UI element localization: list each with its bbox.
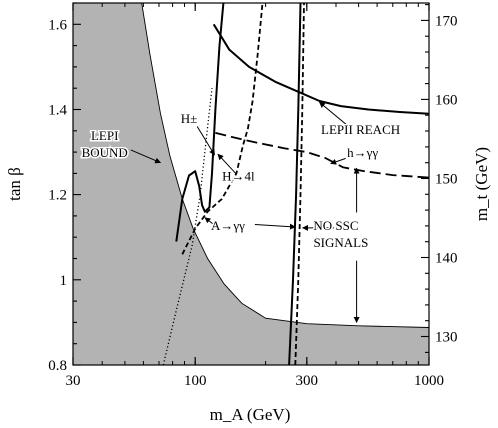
series-line-7 [294,3,305,365]
series-line-4 [215,132,429,179]
y2-axis-title: m_t (GeV) [472,147,491,221]
annotation-arrow-5 [254,223,296,230]
annotation-arrow-7 [319,101,351,129]
x-tick-label-2: 100 [184,373,207,389]
y2-tick-label-1: 130 [435,330,458,346]
annotation-label-6: LEPII REACH [321,122,400,137]
series-layer [162,3,429,365]
annotation-arrow-1 [130,149,162,164]
annotation-label-7: h→γγ [347,145,378,160]
y2-tick-label-5: 170 [435,13,458,29]
y-tick-label-4: 1.4 [48,102,67,118]
annotation-label-9: SIGNALS [313,235,368,250]
excluded-region-boundary [141,3,429,328]
series-line-5 [212,23,429,115]
y2-tick-label-3: 150 [435,171,458,187]
y-tick-label-1: 0.8 [48,358,67,374]
series-line-6 [288,3,302,365]
annotation-label-4: H→4l [222,169,255,184]
y-tick-label-2: 1 [60,273,68,289]
arrow-layer [130,101,360,323]
annotation-label-8: NO SSC [313,218,358,233]
axis-layer: 30 100 300 1000 0.8 1 1.2 1.4 1.6 130 140 150 160 170 [48,2,458,389]
annotation-arrow-3 [217,153,237,175]
series-line-1 [162,88,213,365]
x-tick-label-3: 300 [296,373,319,389]
excluded-region-layer [73,3,429,365]
annotation-label-3: H± [181,111,198,126]
y2-tick-label-2: 140 [435,251,458,267]
y-tick-label-3: 1.2 [48,188,67,204]
annotation-arrow-4 [204,217,215,225]
x-tick-label-4: 1000 [414,373,444,389]
annotation-label-5: A→γγ [211,218,245,233]
x-tick-label-1: 30 [66,373,81,389]
annotation-arrow-2 [196,126,216,156]
plot-frame [72,2,430,366]
annotation-layer: LEPI BOUND H± H→4l A→γγ LEPII REACH h→γγ NO SSC… [80,110,402,252]
annotation-arrow-8 [330,157,346,165]
excluded-region-fill [73,3,429,365]
annotation-label-2: BOUND [82,145,128,160]
y-axis-title: tan β [5,167,24,201]
annotation-label-1: LEPI [91,128,118,143]
y2-tick-label-4: 160 [435,92,458,108]
series-line-2 [175,3,225,242]
series-line-3 [181,3,264,255]
x-axis-title: m_A (GeV) [210,405,291,424]
y-tick-label-5: 1.6 [48,17,67,33]
